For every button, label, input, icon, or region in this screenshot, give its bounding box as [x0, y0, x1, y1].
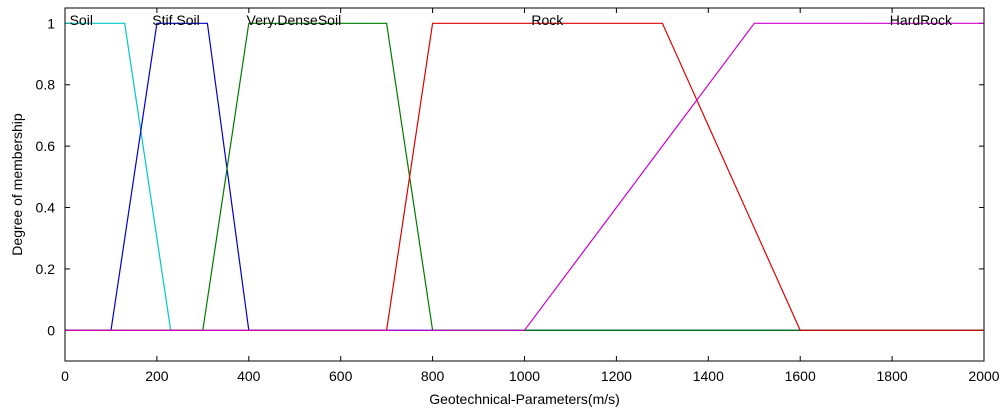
y-tick-label: 1	[47, 15, 55, 31]
x-tick-label: 1000	[509, 368, 540, 384]
x-tick-label: 1800	[877, 368, 908, 384]
series-lines	[65, 22, 984, 331]
y-tick-label: 0.6	[36, 138, 56, 154]
y-tick-label: 0.4	[36, 200, 56, 216]
x-tick-label: 200	[145, 368, 169, 384]
series-label: Stif.Soil	[152, 12, 199, 28]
y-axis-title: Degree of membership	[9, 113, 25, 256]
x-tick-labels: 0 200 400 600 800 1000 1200 1400 1600 1800 2000	[61, 368, 1000, 384]
x-tick-label: 400	[237, 368, 261, 384]
x-tick-label: 800	[421, 368, 445, 384]
x-tick-label: 1200	[601, 368, 632, 384]
series-label: Very.DenseSoil	[247, 12, 342, 28]
x-tick-label: 0	[61, 368, 69, 384]
x-tick-label: 2000	[968, 368, 999, 384]
x-tick-label: 600	[329, 368, 353, 384]
y-tick-labels: 0 0.2 0.4 0.6 0.8 1	[36, 15, 56, 338]
series-label: Soil	[70, 12, 93, 28]
series-labels: Soil Stif.Soil Very.DenseSoil Rock HardRock	[70, 12, 953, 28]
plot-frame	[64, 7, 985, 362]
series-line	[65, 22, 984, 331]
series-label: Rock	[531, 12, 564, 28]
y-tick-label: 0.2	[36, 261, 56, 277]
y-tick-label: 0	[47, 322, 55, 338]
x-tick-label: 1400	[693, 368, 724, 384]
y-tick-label: 0.8	[36, 77, 56, 93]
plot-area	[65, 8, 984, 361]
series-label: HardRock	[890, 12, 953, 28]
x-axis-title: Geotechnical-Parameters(m/s)	[429, 391, 620, 407]
x-tick-label: 1600	[785, 368, 816, 384]
